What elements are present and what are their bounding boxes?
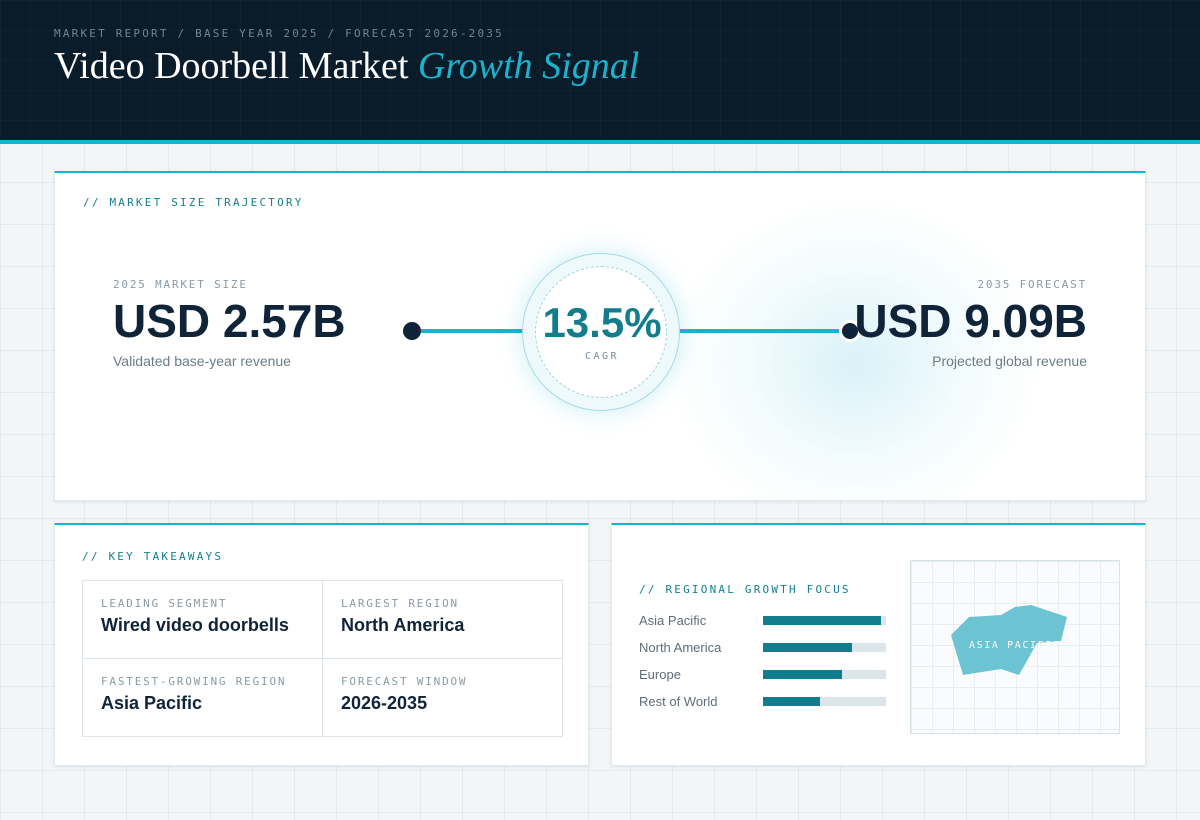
start-dot (403, 322, 421, 340)
takeaway-value: 2026-2035 (341, 693, 428, 713)
report-header: MARKET REPORT / BASE YEAR 2025 / FORECAS… (0, 0, 1200, 144)
bar-label-asia-pacific: Asia Pacific (639, 613, 707, 628)
end-subtitle: Projected global revenue (932, 353, 1087, 369)
start-subtitle: Validated base-year revenue (113, 353, 291, 369)
takeaways-grid: LEADING SEGMENT Wired video doorbells LA… (82, 580, 563, 737)
takeaway-leading-segment: LEADING SEGMENT Wired video doorbells (83, 581, 323, 659)
bar-fill-north-america (763, 643, 852, 652)
bar-track-europe (763, 670, 886, 679)
bar-fill-europe (763, 670, 842, 679)
breadcrumb: MARKET REPORT / BASE YEAR 2025 / FORECAS… (54, 27, 504, 40)
cagr-badge: 13.5% CAGR (522, 253, 680, 411)
page-title-main: Video Doorbell Market (54, 45, 409, 87)
forecast-glow (665, 193, 1045, 500)
regional-label: // REGIONAL GROWTH FOCUS (639, 583, 851, 596)
end-dot (839, 320, 861, 342)
page-title-accent: Growth Signal (417, 45, 640, 87)
bar-track-rest-of-world (763, 697, 886, 706)
takeaway-caption: LARGEST REGION (341, 597, 459, 610)
trajectory-line-left (419, 329, 531, 333)
bar-fill-asia-pacific (763, 616, 882, 625)
takeaway-forecast-window: FORECAST WINDOW 2026-2035 (322, 658, 562, 736)
page-title: Video Doorbell Market Growth Signal (54, 44, 639, 88)
trajectory-card: // MARKET SIZE TRAJECTORY 2025 MARKET SI… (54, 171, 1146, 501)
bar-label-europe: Europe (639, 667, 681, 682)
regional-card: // REGIONAL GROWTH FOCUS Asia Pacific No… (611, 523, 1146, 766)
takeaways-card: // KEY TAKEAWAYS LEADING SEGMENT Wired v… (54, 523, 589, 766)
cagr-caption: CAGR (584, 351, 620, 362)
start-value: USD 2.57B (113, 295, 346, 347)
end-value: USD 9.09B (854, 295, 1087, 347)
takeaway-caption: LEADING SEGMENT (101, 597, 228, 610)
bar-label-north-america: North America (639, 640, 722, 655)
takeaways-label: // KEY TAKEAWAYS (82, 550, 224, 563)
bar-track-asia-pacific (763, 616, 886, 625)
end-caption: 2035 FORECAST (977, 278, 1087, 291)
bar-track-north-america (763, 643, 886, 652)
cagr-value: 13.5% (542, 299, 662, 346)
map-region-label: ASIA PACIFIC (969, 640, 1061, 651)
takeaway-fastest-region: FASTEST-GROWING REGION Asia Pacific (83, 658, 323, 736)
asia-pacific-shape (951, 605, 1067, 675)
takeaway-value: Wired video doorbells (101, 615, 289, 635)
trajectory-label: // MARKET SIZE TRAJECTORY (83, 196, 304, 209)
takeaway-value: North America (341, 615, 465, 635)
bar-fill-rest-of-world (763, 697, 820, 706)
takeaway-largest-region: LARGEST REGION North America (322, 581, 562, 659)
takeaway-value: Asia Pacific (101, 693, 203, 713)
start-caption: 2025 MARKET SIZE (113, 278, 248, 291)
bar-label-rest-of-world: Rest of World (639, 694, 718, 709)
trajectory-line-right (665, 329, 843, 333)
region-map: ASIA PACIFIC (910, 560, 1120, 734)
takeaway-caption: FASTEST-GROWING REGION (101, 675, 287, 688)
takeaway-caption: FORECAST WINDOW (341, 675, 468, 688)
cagr-inner-circle: 13.5% CAGR (535, 266, 667, 398)
